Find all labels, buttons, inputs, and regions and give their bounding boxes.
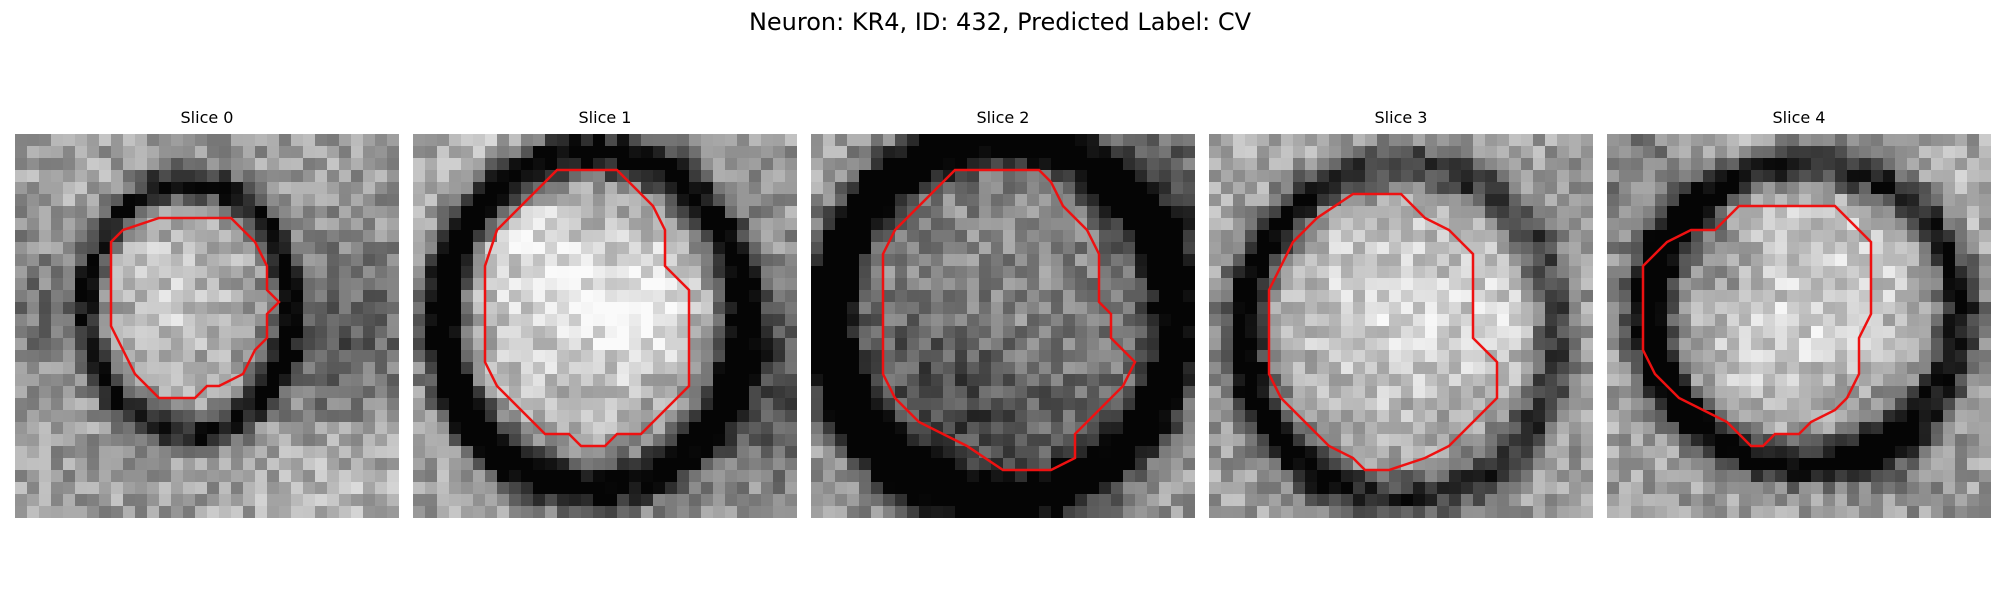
pixel-grid [811,134,1195,518]
slice-panel-4: Slice 4 [1607,108,1991,528]
slice-title: Slice 4 [1772,108,1826,127]
slice-image [413,134,797,518]
slice-image [15,134,399,518]
segmentation-contour [109,216,281,400]
segmentation-contour [483,168,691,448]
slice-image [811,134,1195,518]
pixel-grid [1209,134,1593,518]
slice-title: Slice 1 [578,108,632,127]
pixel-grid [15,134,399,518]
slice-panel-1: Slice 1 [413,108,797,528]
figure-title: Neuron: KR4, ID: 432, Predicted Label: C… [748,8,1252,36]
pixel-grid [1607,134,1991,518]
segmentation-contour [1267,192,1499,472]
slice-panel-3: Slice 3 [1209,108,1593,528]
slice-image [1607,134,1991,518]
slice-image [1209,134,1593,518]
slice-panel-0: Slice 0 [15,108,399,528]
slice-title: Slice 2 [976,108,1030,127]
segmentation-contour [881,168,1137,472]
slice-title: Slice 3 [1374,108,1428,127]
slice-title: Slice 0 [180,108,234,127]
pixel-grid [413,134,797,518]
slice-panel-2: Slice 2 [811,108,1195,528]
segmentation-contour [1641,204,1873,448]
